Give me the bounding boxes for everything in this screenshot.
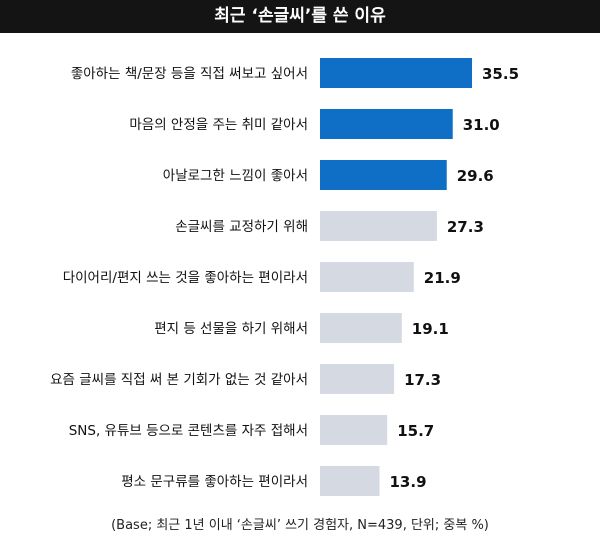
category-label: 평소 문구류를 좋아하는 편이라서 [121,474,308,490]
category-label: 편지 등 선물을 하기 위해서 [154,321,308,337]
value-label: 21.9 [424,269,461,287]
bar [320,364,395,394]
value-label: 35.5 [482,65,519,83]
category-label: 아날로그한 느낌이 좋아서 [163,168,308,184]
category-label: 좋아하는 책/문장 등을 직접 써보고 싶어서 [71,66,308,82]
bar-row: 아날로그한 느낌이 좋아서 29.6 [163,160,494,190]
bar-chart: 좋아하는 책/문장 등을 직접 써보고 싶어서 35.5 마음의 안정을 주는 취미… [50,58,519,496]
bar [320,160,447,190]
category-label: 다이어리/편지 쓰는 것을 좋아하는 편이라서 [63,270,308,286]
bar [320,313,402,343]
value-label: 17.3 [404,371,441,389]
category-label: 마음의 안정을 주는 취미 같아서 [129,117,308,133]
bar-row: 다이어리/편지 쓰는 것을 좋아하는 편이라서 21.9 [63,262,461,292]
value-label: 13.9 [390,473,427,491]
chart-title: 최근 ‘손글씨’를 쓴 이유 [0,0,600,33]
value-label: 31.0 [463,116,500,134]
bar-row: 평소 문구류를 좋아하는 편이라서 13.9 [121,466,427,496]
category-label: 손글씨를 교정하기 위해 [175,219,308,235]
bar [320,109,453,139]
bar [320,211,437,241]
value-label: 19.1 [412,320,449,338]
bar [320,262,414,292]
bar-row: 요즘 글씨를 직접 써 본 기회가 없는 것 같아서 17.3 [50,364,441,394]
value-label: 27.3 [447,218,484,236]
bar-row: 좋아하는 책/문장 등을 직접 써보고 싶어서 35.5 [71,58,519,88]
bar-row: 손글씨를 교정하기 위해 27.3 [175,211,484,241]
value-label: 15.7 [397,422,434,440]
category-label: SNS, 유튜브 등으로 콘텐츠를 자주 접해서 [69,423,308,439]
bar-row: 편지 등 선물을 하기 위해서 19.1 [154,313,449,343]
bar [320,415,388,445]
bar-row: 마음의 안정을 주는 취미 같아서 31.0 [129,109,500,139]
category-label: 요즘 글씨를 직접 써 본 기회가 없는 것 같아서 [50,372,308,388]
bar-row: SNS, 유튜브 등으로 콘텐츠를 자주 접해서 15.7 [69,415,434,445]
bar [320,466,380,496]
chart-footnote: (Base; 최근 1년 이내 ‘손글씨’ 쓰기 경험자, N=439, 단위;… [111,518,489,533]
value-label: 29.6 [457,167,494,185]
bar [320,58,472,88]
